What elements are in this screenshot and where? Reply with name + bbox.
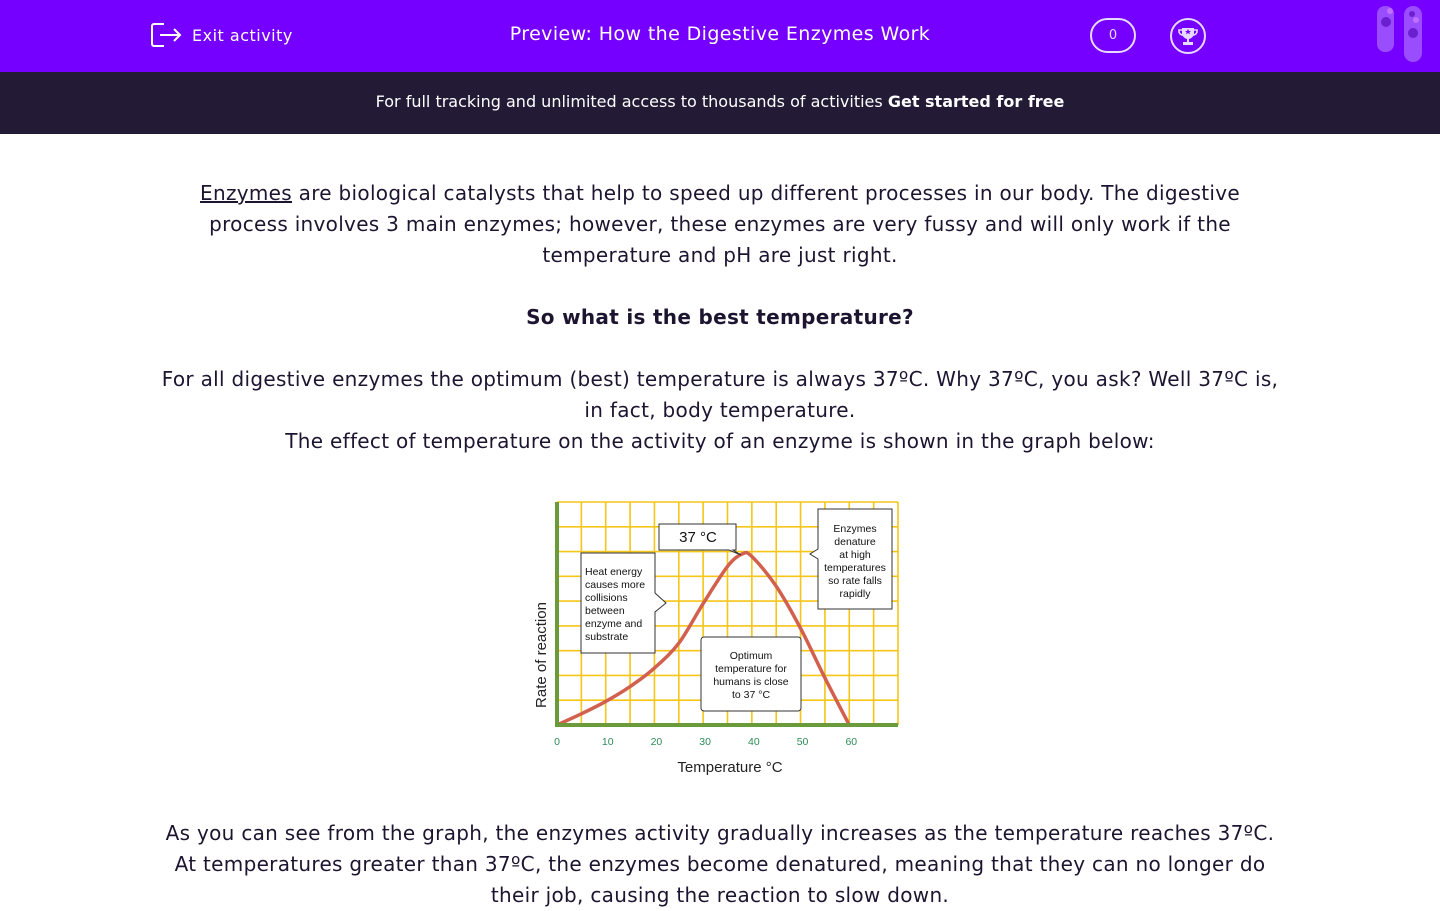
exit-label: Exit activity [192,25,293,45]
temperature-text: For all digestive enzymes the optimum (b… [161,367,1279,422]
series-line [556,550,851,727]
x-axis-label: Temperature °C [677,759,782,776]
trophy-button[interactable] [1170,18,1206,54]
x-tick-label: 10 [602,736,614,748]
exit-icon [151,23,182,47]
annotation-denature: Enzymes denature at high temperatures so rat… [809,508,893,610]
banner-text: For full tracking and unlimited access t… [375,92,888,111]
x-tick-label: 30 [699,736,711,748]
x-tick-label: 0 [554,736,560,748]
temperature-paragraph: For all digestive enzymes the optimum (b… [150,364,1290,457]
annotation-37c: 37 °C [658,523,742,556]
section-heading: So what is the best temperature? [526,305,914,329]
exit-activity-button[interactable]: Exit activity [150,22,293,48]
x-tick-label: 60 [845,736,857,748]
y-axis-label: Rate of reaction [533,602,550,708]
intro-paragraph: Enzymes are biological catalysts that he… [160,178,1280,271]
get-started-link[interactable]: Get started for free [887,92,1065,111]
annotation-optimum: Optimum temperature for humans is close to … [700,636,802,712]
graph-intro-text: The effect of temperature on the activit… [285,429,1155,453]
signup-banner: For full tracking and unlimited access t… [0,72,1440,134]
x-tick-label: 40 [748,736,760,748]
enzyme-temperature-chart: 0 10 20 30 40 50 60 Rate of reaction Temperatu… [533,501,899,776]
score-counter: 0 [1090,18,1136,53]
intro-text: are biological catalysts that help to sp… [209,181,1240,267]
annotation-heat-energy: Heat energy causes more collisions between e… [580,552,667,654]
x-tick-label: 20 [651,736,663,748]
enzymes-link[interactable]: Enzymes [200,181,292,205]
x-tick-label: 50 [797,736,809,748]
svg-text:37 °C: 37 °C [679,529,717,546]
trophy-icon [1178,28,1198,45]
conclusion-paragraph: As you can see from the graph, the enzym… [165,821,1275,907]
top-bar: Exit activity Preview: How the Digestive… [0,0,1440,72]
test-tubes-icon [1377,6,1422,62]
page-title: Preview: How the Digestive Enzymes Work [509,23,931,45]
